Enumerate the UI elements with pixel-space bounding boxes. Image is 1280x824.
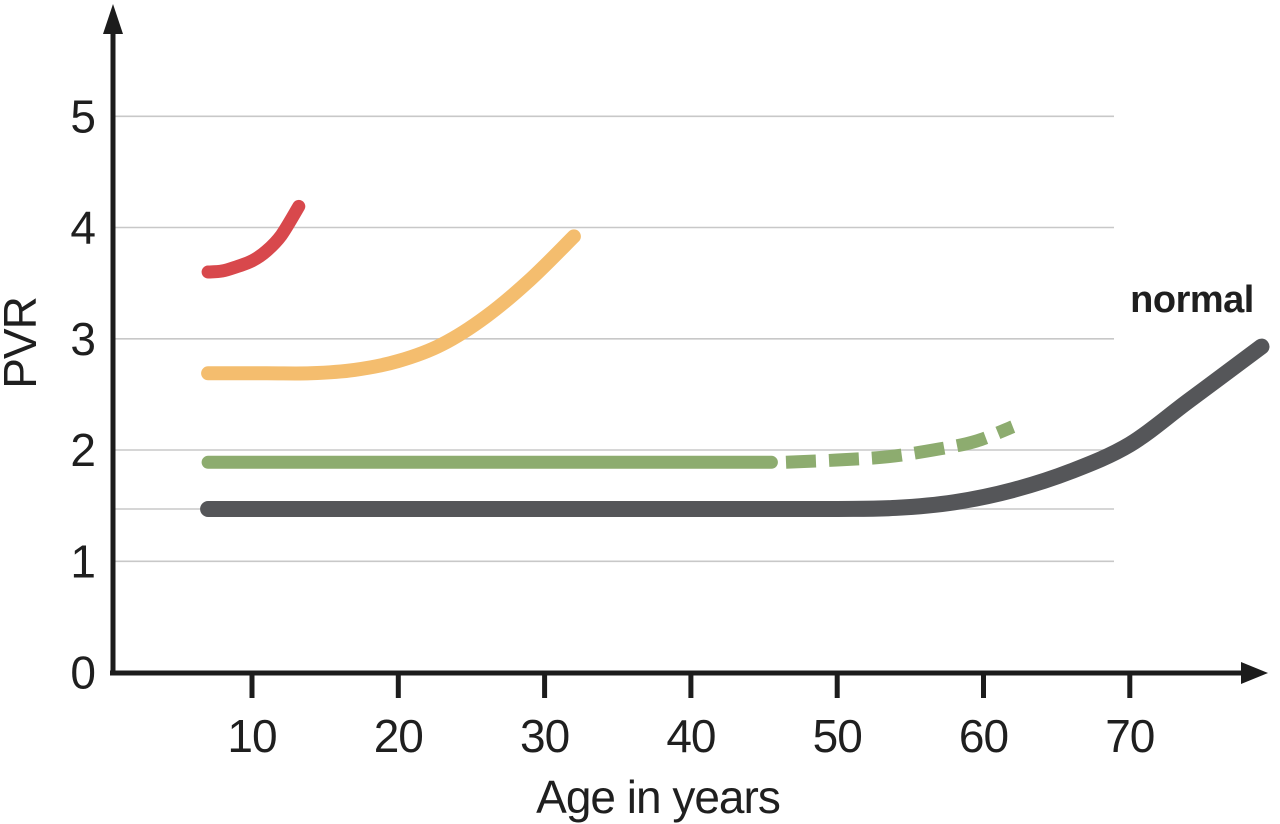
red-curve: [201, 199, 306, 279]
x-axis-arrow-icon: [1241, 662, 1268, 684]
y-tick-labels: 5 4 3 2 1 0: [70, 90, 96, 699]
y-tick-label-3: 3: [70, 313, 95, 365]
orange-curve: [201, 229, 581, 381]
x-tick-label-30: 30: [520, 710, 569, 762]
y-tick-label-2: 2: [70, 424, 95, 476]
x-tick-labels: 10 20 30 40 50 60 70: [227, 710, 1155, 762]
y-axis: [103, 4, 123, 675]
x-tick-label-60: 60: [959, 710, 1008, 762]
x-tick-marks: [249, 675, 1133, 698]
normal-curve-label: normal: [1130, 279, 1254, 321]
x-tick-label-40: 40: [666, 710, 715, 762]
y-tick-label-5: 5: [70, 90, 95, 142]
x-tick-label-70: 70: [1105, 710, 1154, 762]
curves: [200, 199, 1270, 518]
y-tick-label-0: 0: [70, 647, 95, 699]
x-axis-title: Age in years: [536, 771, 780, 823]
x-tick-label-50: 50: [813, 710, 862, 762]
y-axis-title: PVR: [0, 297, 46, 389]
y-axis-arrow-icon: [103, 4, 123, 34]
y-tick-label-1: 1: [70, 535, 95, 587]
x-tick-label-20: 20: [374, 710, 423, 762]
green-curve-dashed: [785, 420, 1016, 469]
y-tick-label-4: 4: [70, 202, 95, 254]
normal-curve: [200, 338, 1270, 518]
x-axis: [110, 662, 1268, 698]
x-tick-label-10: 10: [227, 710, 276, 762]
